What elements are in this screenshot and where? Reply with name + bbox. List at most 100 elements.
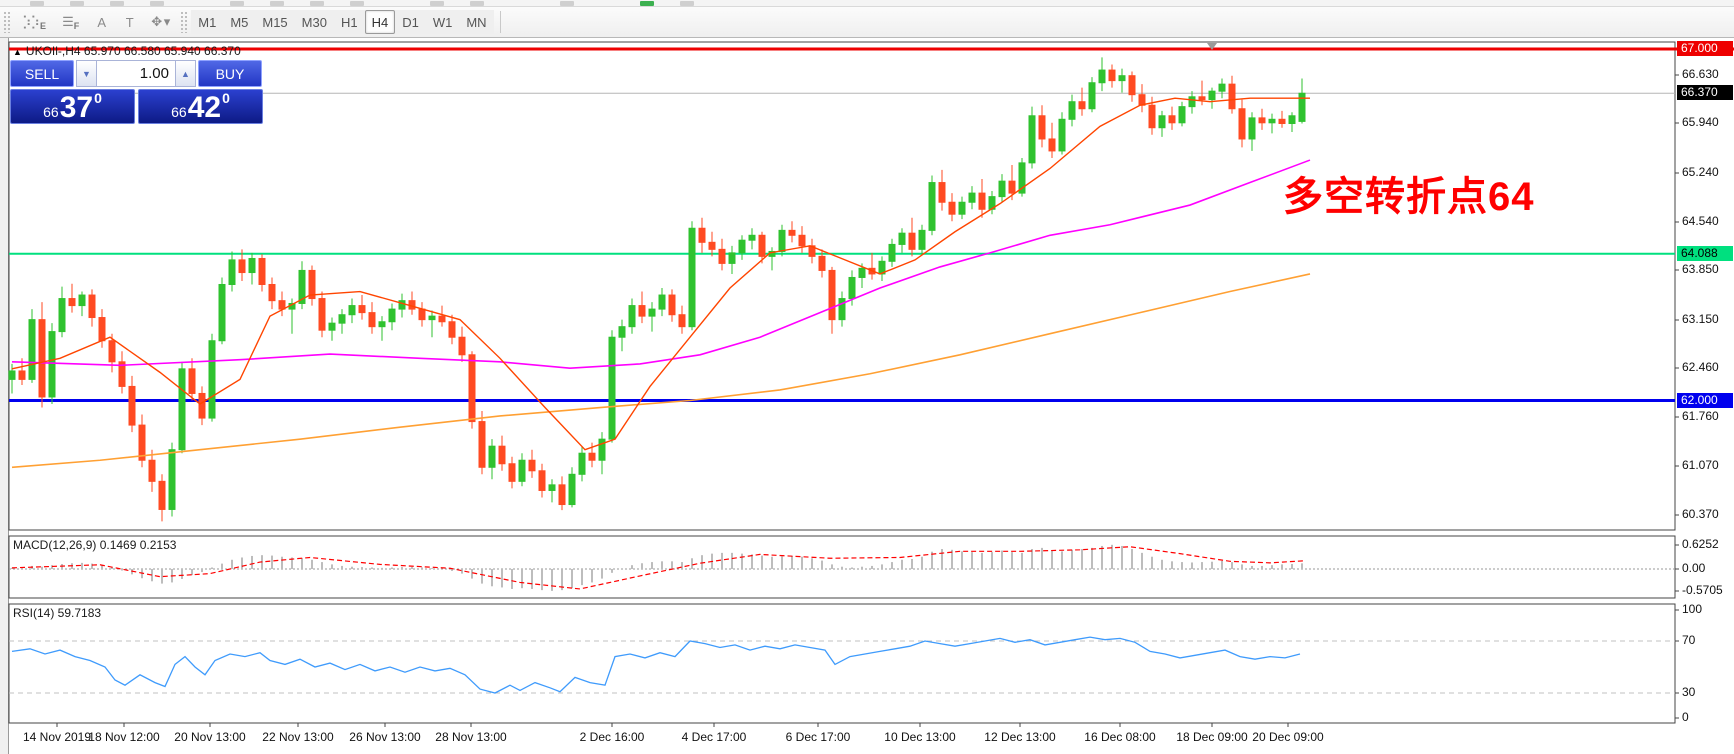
candle-body	[78, 294, 86, 307]
candle-body	[468, 354, 476, 423]
candle-body	[888, 243, 896, 262]
candle-body	[368, 312, 376, 328]
candle-body	[788, 229, 796, 236]
candle-body	[338, 314, 346, 324]
fibonacci-retracement-tool-icon[interactable]: ☰ F	[55, 10, 86, 34]
candle-body	[618, 326, 626, 338]
candle-body	[488, 445, 496, 468]
timeframe-button-m15[interactable]: M15	[255, 10, 295, 34]
candle-body	[1218, 83, 1226, 92]
candle-body	[1018, 162, 1026, 194]
time-label: 28 Nov 13:00	[435, 730, 507, 744]
sell-price-pips: 37	[59, 91, 94, 124]
price-badge-66.370: 66.370	[1677, 85, 1733, 100]
candle-body	[828, 269, 836, 321]
time-label: 22 Nov 13:00	[262, 730, 334, 744]
candle-body	[8, 370, 16, 380]
candle-body	[208, 340, 216, 419]
axis-label: 63.850	[1682, 262, 1719, 276]
timeframe-button-m30[interactable]: M30	[294, 10, 334, 34]
buy-price-int: 66	[171, 104, 187, 120]
text-label-tool-icon[interactable]: T	[116, 10, 142, 34]
clipped-icon	[640, 1, 654, 6]
candle-body	[318, 298, 326, 331]
chart-shift-marker	[1207, 43, 1217, 50]
candle-body	[718, 248, 726, 264]
candle-body	[398, 300, 406, 310]
volume-decrease-button[interactable]: ▼	[76, 60, 97, 87]
chart-window: ▲ UKOIl-,H4 65.970 66.580 65.940 66.370 S…	[0, 38, 1734, 754]
sell-button[interactable]: SELL	[10, 60, 74, 87]
candle-body	[128, 385, 136, 426]
candle-body	[108, 340, 116, 363]
axis-label: 66.630	[1682, 67, 1719, 81]
candle-body	[348, 305, 356, 316]
candle-body	[58, 298, 66, 333]
timeframe-button-w1[interactable]: W1	[425, 10, 460, 34]
candle-body	[878, 260, 886, 275]
price-badge-64.088: 64.088	[1677, 246, 1733, 261]
candle-body	[458, 336, 466, 356]
toolbar-drag-handle[interactable]	[180, 11, 188, 33]
timeframe-button-d1[interactable]: D1	[395, 10, 426, 34]
timeframe-button-m1[interactable]: M1	[191, 10, 224, 34]
candle-body	[518, 459, 526, 482]
candle-body	[1298, 92, 1306, 122]
axis-label: 60.370	[1682, 507, 1719, 521]
collapse-triangle-icon[interactable]: ▲	[13, 47, 22, 57]
candle-body	[798, 234, 806, 247]
volume-input[interactable]	[97, 60, 175, 87]
candle-body	[848, 276, 856, 300]
candle-body	[248, 257, 256, 274]
timeframe-button-m5[interactable]: M5	[223, 10, 256, 34]
ma-mid-line	[11, 159, 1311, 369]
candle-body	[858, 267, 866, 278]
clipped-icon	[230, 1, 244, 6]
chart-text-annotation[interactable]: 多空转折点64	[1283, 175, 1535, 219]
time-label: 20 Dec 09:00	[1252, 730, 1324, 744]
sell-price-display[interactable]: 66 37 0	[10, 89, 135, 124]
candle-body	[688, 227, 696, 328]
timeframe-button-h1[interactable]: H1	[333, 10, 365, 34]
timeframes-group: M1 M5 M15 M30 H1 H4 D1 W1 MN	[191, 10, 494, 34]
candle-body	[98, 317, 106, 342]
candle-body	[738, 239, 746, 254]
candle-body	[1238, 108, 1246, 140]
candle-body	[1208, 90, 1216, 101]
axis-label: 0	[1682, 710, 1689, 724]
candle-body	[508, 463, 516, 482]
candle-body	[148, 459, 156, 482]
text-tool-icon[interactable]: A	[88, 10, 114, 34]
clipped-toolbar-row	[0, 0, 1734, 7]
buy-price-display[interactable]: 66 42 0	[138, 89, 263, 124]
candle-body	[118, 361, 126, 387]
candle-body	[138, 424, 146, 461]
toolbar: ⡱⡱ E ☰ F A T ✥ ▾ M1 M5 M15 M30 H1 H4 D1 W1 MN	[0, 7, 1734, 38]
candle-body	[1178, 106, 1186, 124]
equidistant-channel-tool-icon[interactable]: ⡱⡱ E	[15, 10, 53, 34]
candle-body	[578, 452, 586, 475]
arrows-tool-icon[interactable]: ✥ ▾	[144, 10, 176, 34]
candle-body	[598, 438, 606, 461]
candle-body	[1078, 101, 1086, 110]
axis-label: 63.150	[1682, 312, 1719, 326]
ma-slow-line	[11, 273, 1311, 469]
candle-body	[268, 283, 276, 302]
candle-body	[1108, 69, 1116, 82]
candle-body	[998, 180, 1006, 198]
candle-body	[668, 294, 676, 316]
price-chart-canvas[interactable]	[0, 38, 1734, 754]
toolbar-drag-handle[interactable]	[3, 11, 10, 33]
volume-increase-button[interactable]: ▲	[175, 60, 196, 87]
candle-body	[1118, 75, 1126, 82]
time-label: 20 Nov 13:00	[174, 730, 246, 744]
candle-body	[898, 232, 906, 245]
candle-body	[428, 315, 436, 321]
timeframe-button-h4[interactable]: H4	[364, 10, 396, 34]
candle-body	[548, 484, 556, 491]
candle-body	[608, 336, 616, 440]
candle-body	[158, 480, 166, 510]
candle-body	[638, 305, 646, 317]
timeframe-button-mn[interactable]: MN	[459, 10, 494, 34]
buy-button[interactable]: BUY	[198, 60, 262, 87]
